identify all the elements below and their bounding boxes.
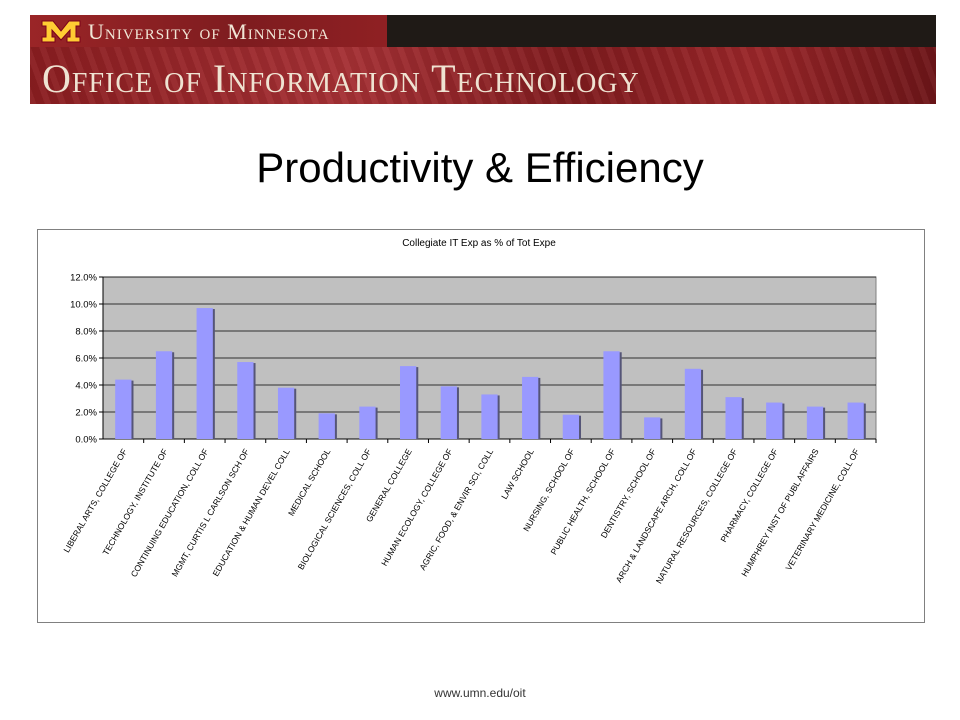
- category-label: LAW SCHOOL: [499, 447, 536, 501]
- category-label: HUMPHREY INST OF PUBL AFFAIRS: [739, 447, 821, 579]
- footer-url: www.umn.edu/oit: [434, 686, 526, 700]
- category-label: GENERAL COLLEGE: [364, 447, 414, 524]
- y-tick-label: 2.0%: [75, 408, 97, 419]
- category-label: NATURAL RESOURCES, COLLEGE OF: [654, 447, 740, 585]
- bar: [725, 397, 742, 439]
- chart-title: Collegiate IT Exp as % of Tot Expe: [402, 238, 556, 249]
- y-tick-label: 0.0%: [75, 435, 97, 446]
- bar: [644, 417, 661, 439]
- category-label: CONTINUING EDUCATION, COLL OF: [129, 447, 211, 579]
- category-label: AGRIC, FOOD, & ENVIR SCI, COLL: [417, 447, 495, 572]
- category-label: MGMT, CURTIS L CARLSON SCH OF: [169, 447, 251, 578]
- bar: [115, 379, 132, 439]
- bar: [155, 351, 173, 439]
- bar: [562, 414, 580, 439]
- header-banner: University of Minnesota Office of Inform…: [30, 15, 936, 104]
- slide-title: Productivity & Efficiency: [256, 144, 704, 191]
- bar: [847, 402, 864, 439]
- office-band: Office of Information Technology: [30, 47, 936, 104]
- bar-chart: Collegiate IT Exp as % of Tot Expe 0.0% 2…: [61, 238, 877, 585]
- y-tick-label: 6.0%: [75, 354, 97, 365]
- bar: [806, 406, 824, 439]
- y-tick-label: 8.0%: [75, 327, 97, 338]
- university-box: University of Minnesota: [30, 15, 387, 47]
- y-tick-label: 10.0%: [70, 300, 97, 311]
- bar: [318, 413, 335, 439]
- university-name: University of Minnesota: [88, 19, 330, 44]
- bar: [237, 362, 254, 439]
- bar: [684, 368, 702, 439]
- y-tick-label: 12.0%: [70, 273, 97, 284]
- block-m-logo-icon: [41, 20, 81, 43]
- category-label: HUMAN ECOLOGY, COLLEGE OF: [379, 447, 454, 568]
- bar: [359, 406, 376, 439]
- bar: [399, 366, 417, 439]
- bar: [481, 394, 498, 439]
- y-tick-label: 4.0%: [75, 381, 97, 392]
- bar: [766, 402, 783, 439]
- bar: [440, 386, 457, 439]
- category-label: MEDICAL SCHOOL: [286, 447, 333, 518]
- bar: [522, 376, 539, 439]
- office-name: Office of Information Technology: [42, 56, 640, 101]
- category-label: VETERINARY MEDICINE, COLL OF: [783, 447, 861, 572]
- bar: [603, 351, 620, 439]
- chart-frame: Collegiate IT Exp as % of Tot Expe 0.0% 2…: [37, 229, 925, 623]
- category-label: ARCH & LANDSCAPE ARCH, COLL OF: [614, 447, 699, 584]
- category-label: EDUCATION & HUMAN DEVEL COLL: [210, 447, 292, 578]
- bar: [196, 308, 213, 439]
- category-label: BIOLOGICAL SCIENCES, COLL OF: [296, 447, 374, 571]
- bar: [277, 387, 295, 439]
